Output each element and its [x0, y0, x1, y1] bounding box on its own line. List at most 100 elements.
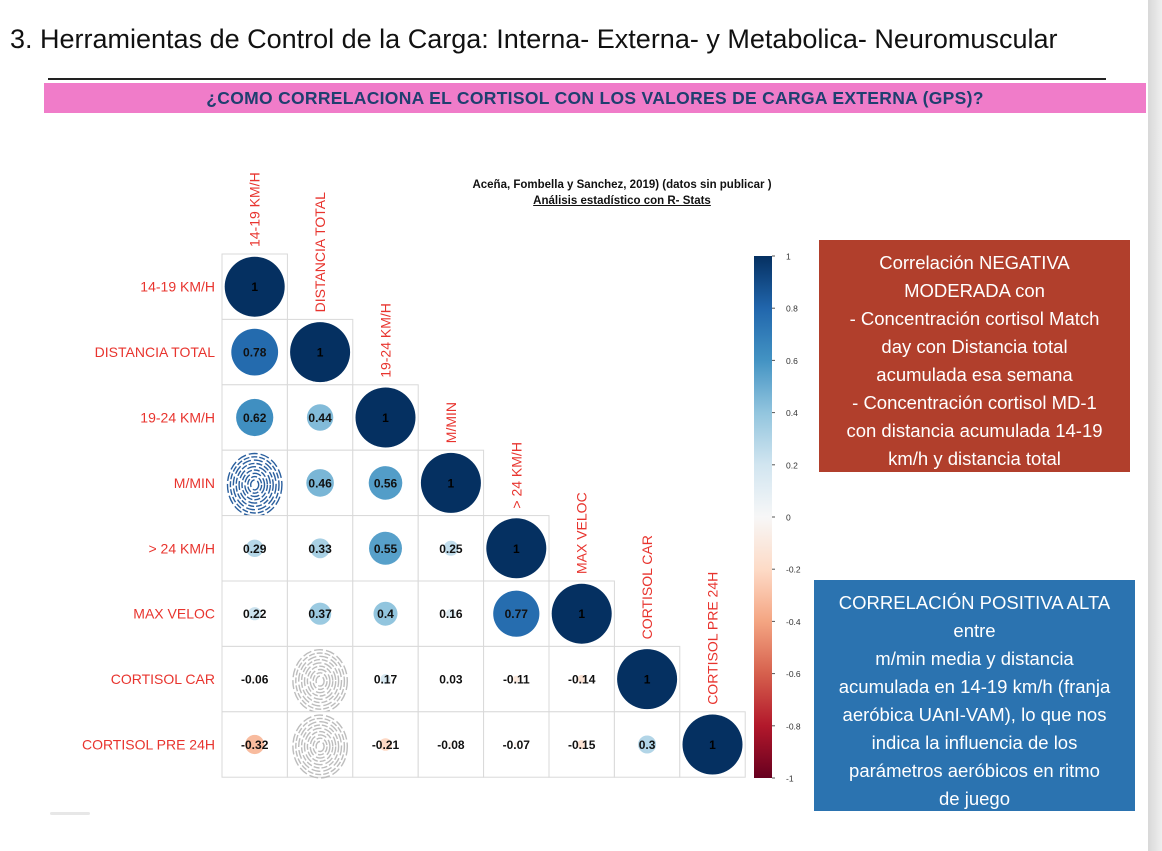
fingerprint-ridge — [229, 456, 280, 514]
correlation-circle — [638, 735, 657, 754]
correlation-circle — [551, 583, 612, 644]
matrix-cell — [352, 515, 419, 582]
page-title: 3. Herramientas de Control de la Carga: … — [10, 24, 1058, 54]
column-label: 14-19 KM/H — [247, 172, 263, 247]
column-label: CORTISOL CAR — [639, 535, 655, 639]
correlation-value: 0.56 — [374, 476, 398, 490]
correlation-circle — [577, 674, 586, 684]
correlation-value: 0.77 — [505, 607, 529, 621]
correlation-value: 0.46 — [308, 476, 332, 490]
fingerprint-ridge — [247, 475, 263, 494]
positive-note-line: aeróbica UAnI-VAM), lo que nos — [842, 704, 1107, 725]
correlation-circle — [231, 328, 279, 376]
fingerprint-ridge — [235, 462, 274, 508]
correlation-value: -0.07 — [503, 738, 531, 752]
fingerprint-ridge — [312, 672, 328, 691]
correlation-value: 1 — [709, 738, 716, 752]
correlation-circle — [246, 539, 264, 557]
fingerprint-ridge — [315, 740, 325, 753]
fingerprint-ridge — [295, 652, 346, 710]
correlation-circle — [448, 742, 454, 747]
correlation-circle — [379, 738, 392, 751]
correlation-value: 0.17 — [374, 673, 398, 687]
correlation-circle — [306, 404, 334, 431]
row-label: MAX VELOC — [133, 606, 215, 622]
negative-note-line: day con Distancia total — [881, 336, 1068, 357]
correlation-circle — [513, 675, 520, 683]
correlation-value: -0.08 — [437, 738, 465, 752]
positive-note-line: acumulada en 14-19 km/h (franja — [838, 676, 1111, 697]
correlation-circle — [369, 531, 402, 565]
colorbar-tick-label: -0.8 — [786, 721, 801, 731]
colorbar-tick-label: 0.2 — [786, 460, 798, 470]
fingerprint-ridge — [241, 469, 269, 501]
fingerprint-ridge — [292, 648, 348, 714]
correlation-circle — [514, 742, 519, 747]
colorbar-tick-label: -1 — [786, 774, 794, 784]
correlation-circle — [443, 540, 459, 556]
correlation-circle — [309, 602, 332, 625]
correlation-circle — [355, 387, 416, 448]
fingerprint-ridge — [315, 675, 325, 687]
citation: Aceña, Fombella y Sanchez, 2019) (datos … — [400, 177, 844, 209]
correlation-value: 1 — [513, 542, 520, 556]
correlation-circle — [248, 607, 262, 621]
positive-correlation-note: CORRELACIÓN POSITIVA ALTA entre m/min medi… — [814, 580, 1135, 811]
fingerprint-ridge — [292, 714, 348, 779]
correlation-circle — [420, 452, 481, 513]
title-divider — [48, 78, 1106, 80]
colorbar-tick-label: 0.8 — [786, 304, 798, 314]
correlation-circle — [245, 734, 265, 755]
correlation-value: 1 — [448, 476, 455, 490]
correlation-value: 1 — [382, 411, 389, 425]
row-label: CORTISOL PRE 24H — [82, 737, 215, 753]
negative-note-line: acumulada esa semana — [876, 364, 1073, 385]
citation-authors: Aceña, Fombella y Sanchez, 2019) (datos … — [472, 179, 772, 191]
positive-note-line: indica la influencia de los — [871, 732, 1078, 753]
fingerprint-ridge — [244, 472, 266, 498]
correlation-value: 1 — [644, 673, 651, 687]
colorbar — [754, 256, 772, 778]
correlation-value: 0.4 — [377, 607, 394, 621]
positive-note-line: CORRELACIÓN POSITIVA ALTA — [838, 592, 1111, 613]
correlation-circle — [373, 601, 398, 626]
fingerprint-ridge — [226, 452, 283, 517]
row-label: > 24 KM/H — [148, 540, 215, 556]
correlation-value: 0.44 — [308, 411, 332, 425]
correlation-circle — [450, 678, 452, 680]
colorbar-tick-label: 1 — [786, 252, 791, 262]
correlation-value: -0.11 — [503, 673, 530, 687]
negative-note-line: Correlación NEGATIVA — [879, 252, 1070, 273]
positive-note-line: m/min media y distancia — [875, 648, 1074, 669]
correlation-circle — [236, 398, 274, 437]
fingerprint-ridge — [303, 727, 337, 766]
column-label: M/MIN — [443, 402, 459, 443]
correlation-circle — [380, 674, 391, 685]
correlation-value: 1 — [578, 607, 585, 621]
correlation-circle — [368, 466, 403, 500]
correlation-circle — [290, 322, 351, 383]
colorbar-tick-label: -0.6 — [786, 669, 801, 679]
correlation-circle — [493, 590, 540, 637]
row-label: CORTISOL CAR — [111, 671, 215, 687]
correlation-value: 0.78 — [243, 346, 267, 360]
correlation-value: -0.21 — [372, 738, 400, 752]
correlation-value: 0.3 — [639, 738, 656, 752]
correlation-value: -0.06 — [241, 673, 269, 687]
column-label: DISTANCIA TOTAL — [312, 192, 328, 313]
negative-note-line: con distancia acumulada 14-19 — [846, 420, 1103, 441]
correlation-value: 1 — [317, 346, 324, 360]
row-label: M/MIN — [174, 475, 215, 491]
column-label: 19-24 KM/H — [378, 303, 394, 378]
correlation-circle — [310, 538, 330, 559]
fingerprint-ridge — [300, 724, 340, 769]
fingerprint-ridge — [298, 655, 343, 707]
negative-note-line: MODERADA con — [904, 280, 1045, 301]
correlation-value: 0.37 — [308, 607, 332, 621]
fingerprint-ridge — [303, 662, 337, 700]
citation-method: Análisis estadístico con R- Stats — [533, 195, 711, 207]
negative-note-line: - Concentración cortisol Match — [849, 308, 1100, 329]
correlation-value: -0.14 — [568, 673, 596, 687]
positive-note-line: entre — [953, 620, 996, 641]
column-label: CORTISOL PRE 24H — [705, 572, 721, 705]
